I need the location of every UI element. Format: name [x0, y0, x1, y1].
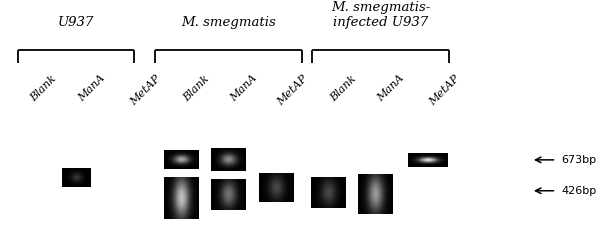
Text: 673bp: 673bp — [561, 155, 596, 165]
Text: Blank: Blank — [328, 73, 358, 103]
Text: Blank: Blank — [29, 73, 59, 103]
Text: MetAP: MetAP — [275, 73, 310, 107]
Text: M. smegmatis: M. smegmatis — [181, 16, 276, 29]
Text: U937: U937 — [58, 16, 94, 29]
Text: Blank: Blank — [181, 73, 211, 103]
Text: 426bp: 426bp — [561, 186, 596, 196]
Text: M. smegmatis-
infected U937: M. smegmatis- infected U937 — [331, 1, 430, 29]
Text: MetAP: MetAP — [428, 73, 462, 107]
Text: MetAP: MetAP — [128, 73, 163, 107]
Text: ManA: ManA — [376, 73, 406, 104]
Text: ManA: ManA — [229, 73, 259, 104]
Text: ManA: ManA — [76, 73, 107, 104]
